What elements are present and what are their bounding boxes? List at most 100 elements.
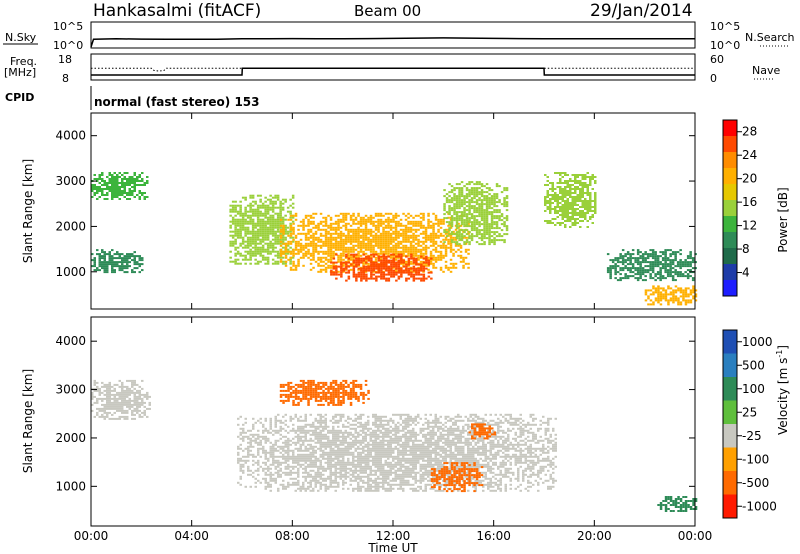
- data-cell: [460, 181, 464, 184]
- data-cell: [564, 186, 567, 188]
- data-cell: [339, 447, 342, 450]
- data-cell: [309, 463, 312, 466]
- data-cell: [409, 248, 413, 251]
- data-cell: [500, 223, 504, 226]
- data-cell: [453, 199, 456, 202]
- data-cell: [128, 190, 131, 192]
- data-cell: [437, 256, 440, 259]
- data-cell: [574, 220, 577, 222]
- data-cell: [264, 256, 267, 259]
- data-cell: [448, 227, 451, 230]
- data-cell: [478, 233, 481, 236]
- data-cell: [443, 209, 446, 212]
- data-cell: [289, 465, 292, 468]
- data-cell: [239, 218, 242, 221]
- data-cell: [319, 431, 322, 434]
- data-cell: [478, 209, 481, 212]
- data-cell: [324, 453, 327, 456]
- data-cell: [641, 267, 645, 270]
- data-cell: [498, 217, 501, 220]
- data-cell: [674, 291, 678, 294]
- data-cell: [379, 246, 383, 249]
- data-cell: [434, 234, 438, 237]
- data-cell: [581, 182, 584, 184]
- data-cell: [299, 445, 302, 448]
- data-cell: [272, 453, 275, 456]
- data-cell: [444, 244, 448, 247]
- data-cell: [289, 471, 292, 474]
- data-cell: [340, 263, 343, 266]
- data-cell: [546, 190, 549, 192]
- data-cell: [455, 197, 459, 200]
- data-cell: [445, 217, 449, 220]
- data-cell: [329, 246, 333, 249]
- data-cell: [286, 232, 290, 235]
- data-cell: [266, 208, 270, 211]
- data-cell: [274, 431, 277, 434]
- data-cell: [259, 206, 262, 209]
- data-cell: [274, 260, 277, 263]
- data-cell: [370, 273, 373, 276]
- data-cell: [669, 253, 672, 256]
- data-cell: [566, 194, 569, 196]
- data-cell: [584, 204, 587, 206]
- data-cell: [362, 260, 365, 263]
- data-cell: [342, 449, 345, 452]
- data-cell: [342, 238, 345, 241]
- data-cell: [256, 210, 260, 213]
- data-cell: [347, 453, 350, 456]
- data-cell: [279, 208, 282, 211]
- data-cell: [669, 275, 672, 278]
- data-cell: [332, 232, 335, 235]
- data-cell: [276, 194, 280, 197]
- data-cell: [143, 413, 146, 416]
- data-cell: [379, 232, 383, 235]
- data-cell: [453, 213, 456, 216]
- data-cell: [574, 176, 577, 178]
- data-cell: [405, 279, 408, 282]
- data-cell: [292, 427, 295, 430]
- data-cell: [339, 232, 343, 235]
- data-cell: [377, 271, 381, 274]
- data-cell: [349, 246, 353, 249]
- data-cell: [294, 413, 297, 416]
- data-cell: [304, 471, 307, 474]
- data-cell: [244, 198, 247, 201]
- data-cell: [450, 191, 454, 194]
- data-cell: [106, 389, 109, 392]
- data-cell: [274, 232, 277, 235]
- data-cell: [244, 234, 247, 237]
- data-cell: [375, 265, 378, 268]
- data-cell: [429, 244, 433, 247]
- data-cell: [332, 447, 335, 450]
- data-cell: [659, 291, 663, 294]
- data-cell: [106, 405, 109, 408]
- data-cell: [498, 211, 501, 214]
- data-cell: [138, 405, 141, 408]
- data-cell: [694, 267, 697, 270]
- data-cell: [579, 190, 582, 192]
- data-cell: [584, 178, 587, 180]
- data-cell: [629, 259, 632, 262]
- data-cell: [465, 187, 469, 190]
- data-cell: [309, 220, 313, 223]
- data-cell: [138, 255, 141, 258]
- data-cell: [611, 267, 615, 270]
- data-cell: [339, 465, 342, 468]
- data-cell: [334, 228, 338, 231]
- data-cell: [450, 221, 454, 224]
- data-cell: [123, 409, 126, 412]
- data-cell: [674, 269, 677, 272]
- data-cell: [654, 265, 657, 268]
- data-cell: [564, 202, 567, 204]
- data-cell: [422, 254, 425, 257]
- data-cell: [332, 435, 335, 438]
- data-cell: [566, 220, 569, 222]
- data-cell: [257, 451, 260, 454]
- data-cell: [352, 218, 355, 221]
- data-cell: [329, 224, 333, 227]
- data-cell: [249, 214, 252, 217]
- data-cell: [689, 289, 693, 292]
- data-cell: [289, 242, 293, 245]
- data-cell: [309, 216, 313, 219]
